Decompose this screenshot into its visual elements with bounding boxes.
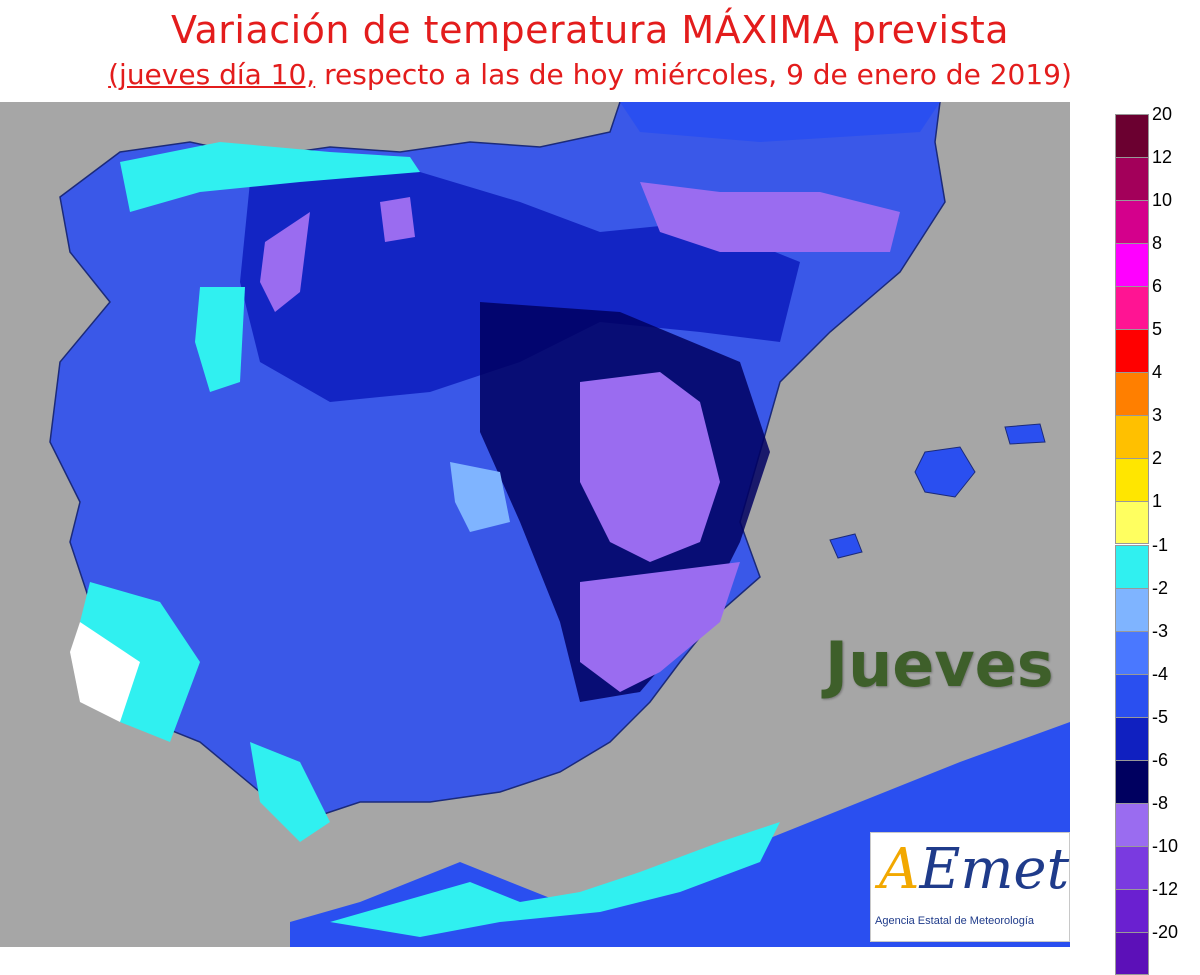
legend-swatch (1115, 415, 1149, 458)
legend-swatch (1115, 243, 1149, 286)
balearic-ibiza (829, 533, 863, 559)
region-violet-pyrenees (640, 182, 900, 252)
legend-label: -6 (1152, 750, 1169, 770)
aemet-agency-name: Agencia Estatal de Meteorología (875, 915, 1034, 927)
legend-swatch (1115, 889, 1149, 932)
region-cyan-southwest (80, 582, 200, 742)
legend-swatch (1115, 674, 1149, 717)
legend-swatch (1115, 329, 1149, 372)
legend-label: -1 (1152, 535, 1169, 555)
legend-label: -5 (1152, 707, 1169, 727)
region-cyan-west (195, 287, 245, 392)
legend-swatch (1115, 932, 1149, 975)
subtitle-rest: respecto a las de hoy miércoles, 9 de en… (315, 58, 1072, 91)
north-africa-coast-cyan (330, 822, 780, 937)
legend-swatch (1115, 760, 1149, 803)
map-subtitle: (jueves día 10, respecto a las de hoy mi… (0, 58, 1180, 91)
legend-label: -10 (1152, 836, 1179, 856)
legend-label: -3 (1152, 621, 1169, 641)
region-cyan-north-coast (120, 142, 420, 212)
legend-label: -12 (1152, 879, 1179, 899)
legend-label: 12 (1152, 147, 1173, 167)
legend-label: 1 (1152, 491, 1163, 511)
map-title: Variación de temperatura MÁXIMA prevista (170, 8, 1010, 52)
map-canvas (0, 102, 1070, 947)
legend-swatch (1115, 717, 1149, 760)
legend-negative (1115, 545, 1149, 975)
legend-swatch (1115, 157, 1149, 200)
legend-label: -20 (1152, 922, 1179, 942)
legend-label: -2 (1152, 578, 1169, 598)
france-strip (620, 102, 940, 142)
legend-positive (1115, 114, 1149, 544)
legend-swatch (1115, 286, 1149, 329)
legend-label: 4 (1152, 362, 1163, 382)
day-label: Jueves (825, 628, 1054, 701)
legend-swatch (1115, 545, 1149, 588)
aemet-logo-mark: AEmet (879, 837, 1070, 902)
legend-swatch (1115, 631, 1149, 674)
legend-swatch (1115, 501, 1149, 544)
legend-swatch (1115, 458, 1149, 501)
legend-label: 10 (1152, 190, 1173, 210)
region-cyan-south (250, 742, 330, 842)
legend-swatch (1115, 200, 1149, 243)
legend-label: 8 (1152, 233, 1163, 253)
region-lightblue-center (450, 462, 510, 532)
legend-swatch (1115, 588, 1149, 631)
balearic-mallorca (914, 446, 976, 498)
region-violet-south-east (580, 562, 740, 692)
legend-label: 6 (1152, 276, 1163, 296)
subtitle-date: (jueves día 10, (108, 58, 316, 91)
legend-label: 20 (1152, 104, 1173, 124)
legend-label: -8 (1152, 793, 1169, 813)
legend-swatch (1115, 846, 1149, 889)
legend-swatch (1115, 372, 1149, 415)
legend-swatch (1115, 803, 1149, 846)
legend-label: 5 (1152, 319, 1163, 339)
region-violet-east (580, 372, 720, 562)
legend-label: 3 (1152, 405, 1163, 425)
region-violet-north (260, 212, 310, 312)
legend-swatch (1115, 114, 1149, 157)
legend-label: 2 (1152, 448, 1163, 468)
legend-label: -4 (1152, 664, 1169, 684)
aemet-logo: AEmet Agencia Estatal de Meteorología (870, 832, 1070, 942)
balearic-menorca (1004, 423, 1046, 445)
region-violet-small (380, 197, 415, 242)
temperature-map (0, 102, 1070, 947)
